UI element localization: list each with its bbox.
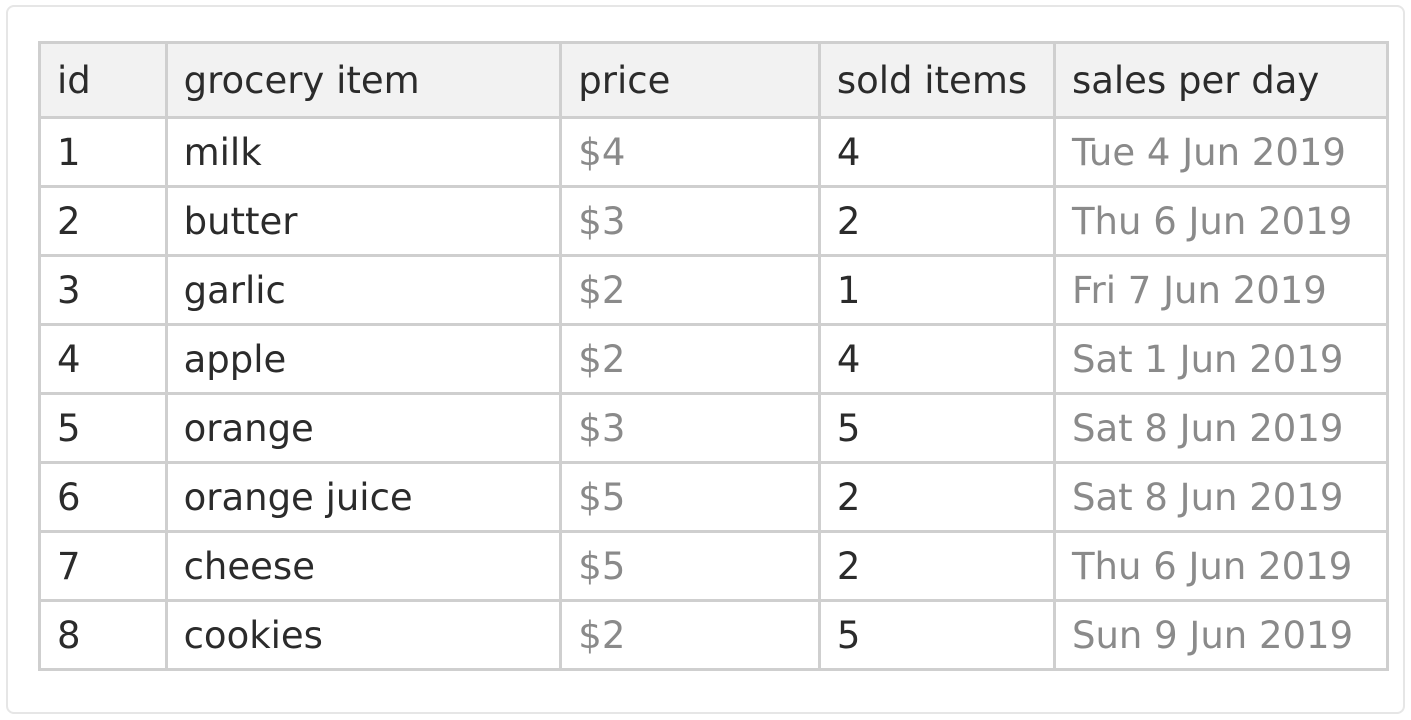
cell-sales-per-day: Sat 8 Jun 2019	[1052, 392, 1390, 464]
cell-grocery-item: cookies	[164, 599, 563, 671]
table-row: 8 cookies $2 5 Sun 9 Jun 2019	[38, 599, 1390, 671]
cell-id: 6	[38, 461, 168, 533]
table-panel: id grocery item price sold items sales p…	[6, 5, 1405, 714]
cell-grocery-item: cheese	[164, 530, 563, 602]
cell-price: $2	[559, 599, 821, 671]
cell-sales-per-day: Fri 7 Jun 2019	[1052, 254, 1390, 326]
header-sales-per-day: sales per day	[1052, 41, 1390, 119]
header-id: id	[38, 41, 168, 119]
cell-price: $5	[559, 530, 821, 602]
cell-sold-items: 2	[817, 461, 1056, 533]
cell-sold-items: 2	[817, 530, 1056, 602]
cell-price: $3	[559, 185, 821, 257]
cell-id: 5	[38, 392, 168, 464]
table-row: 6 orange juice $5 2 Sat 8 Jun 2019	[38, 461, 1390, 533]
header-grocery-item: grocery item	[164, 41, 563, 119]
cell-price: $2	[559, 323, 821, 395]
cell-sold-items: 5	[817, 392, 1056, 464]
cell-id: 4	[38, 323, 168, 395]
grocery-sales-table: id grocery item price sold items sales p…	[38, 41, 1390, 671]
table-row: 2 butter $3 2 Thu 6 Jun 2019	[38, 185, 1390, 257]
cell-sold-items: 2	[817, 185, 1056, 257]
table-row: 5 orange $3 5 Sat 8 Jun 2019	[38, 392, 1390, 464]
cell-sold-items: 1	[817, 254, 1056, 326]
cell-sales-per-day: Sat 1 Jun 2019	[1052, 323, 1390, 395]
cell-id: 1	[38, 116, 168, 188]
cell-grocery-item: milk	[164, 116, 563, 188]
cell-id: 8	[38, 599, 168, 671]
cell-grocery-item: orange	[164, 392, 563, 464]
header-sold-items: sold items	[817, 41, 1056, 119]
cell-id: 2	[38, 185, 168, 257]
cell-sales-per-day: Sat 8 Jun 2019	[1052, 461, 1390, 533]
cell-grocery-item: apple	[164, 323, 563, 395]
cell-price: $3	[559, 392, 821, 464]
cell-sales-per-day: Sun 9 Jun 2019	[1052, 599, 1390, 671]
table-row: 3 garlic $2 1 Fri 7 Jun 2019	[38, 254, 1390, 326]
cell-grocery-item: butter	[164, 185, 563, 257]
cell-price: $2	[559, 254, 821, 326]
cell-price: $4	[559, 116, 821, 188]
table-row: 4 apple $2 4 Sat 1 Jun 2019	[38, 323, 1390, 395]
table-row: 7 cheese $5 2 Thu 6 Jun 2019	[38, 530, 1390, 602]
cell-grocery-item: garlic	[164, 254, 563, 326]
header-price: price	[559, 41, 821, 119]
cell-id: 3	[38, 254, 168, 326]
cell-price: $5	[559, 461, 821, 533]
table-header-row: id grocery item price sold items sales p…	[38, 41, 1390, 119]
cell-sales-per-day: Thu 6 Jun 2019	[1052, 185, 1390, 257]
cell-id: 7	[38, 530, 168, 602]
cell-sold-items: 4	[817, 323, 1056, 395]
cell-sales-per-day: Tue 4 Jun 2019	[1052, 116, 1390, 188]
cell-grocery-item: orange juice	[164, 461, 563, 533]
table-row: 1 milk $4 4 Tue 4 Jun 2019	[38, 116, 1390, 188]
cell-sales-per-day: Thu 6 Jun 2019	[1052, 530, 1390, 602]
cell-sold-items: 5	[817, 599, 1056, 671]
cell-sold-items: 4	[817, 116, 1056, 188]
